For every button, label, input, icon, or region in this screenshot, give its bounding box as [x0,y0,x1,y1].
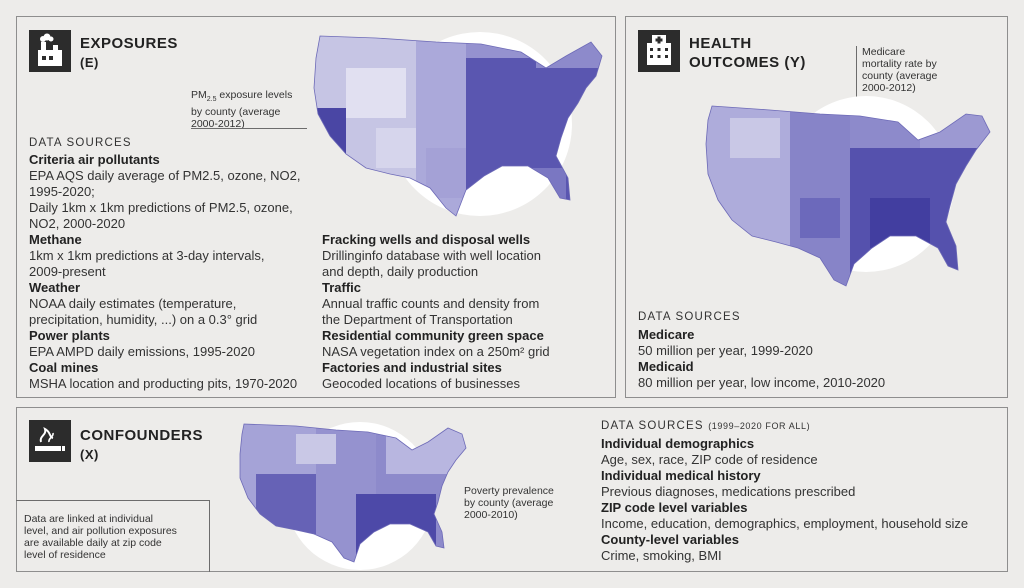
source-detail: 2009-present [29,264,106,279]
source-detail: 1km x 1km predictions at 3-day intervals… [29,248,265,263]
source-detail: the Department of Transportation [322,312,513,327]
source-detail: Income, education, demographics, employm… [601,516,969,531]
source-detail: Annual traffic counts and density from [322,296,540,311]
pm25-exposure-map [313,32,603,217]
source-detail: precipitation, humidity, ...) on a 0.3° … [29,312,258,327]
health-outcomes-title-line2: OUTCOMES (Y) [689,54,806,71]
source-category: ZIP code level variables [601,500,748,515]
data-linkage-note: Data are linked at individual level, and… [24,513,177,561]
poverty-prevalence-map [239,422,467,570]
exposure-caption-rule [191,128,307,129]
medicare-mortality-map [705,96,991,287]
source-detail: NO2, 2000-2020 [29,216,126,231]
source-detail: Age, sex, race, ZIP code of residence [601,452,818,467]
source-detail: NASA vegetation index on a 250m² grid [322,344,550,359]
source-category: Factories and industrial sites [322,360,502,375]
health-outcomes-sources: Medicare 50 million per year, 1999-2020 Me… [638,327,998,391]
source-category: Medicare [638,327,695,342]
source-detail: Geocoded locations of businesses [322,376,521,391]
source-detail: and depth, daily production [322,264,479,279]
confounders-title: CONFOUNDERS [80,427,204,444]
confounders-data-sources-label: DATA SOURCES (1999–2020 FOR ALL) [601,420,811,432]
source-category: Individual demographics [601,436,755,451]
exposures-data-sources-label: DATA SOURCES [29,137,132,149]
source-category: Traffic [322,280,362,295]
source-detail: MSHA location and producting pits, 1970-… [29,376,298,391]
note-rule-side [209,500,210,572]
exposure-map-caption: PM2.5 exposure levels by county (average… [191,89,293,131]
exposures-subtitle: (E) [80,55,99,70]
source-category: Medicaid [638,359,694,374]
source-detail: Daily 1km x 1km predictions of PM2.5, oz… [29,200,293,215]
confounders-sources: Individual demographics Age, sex, race, Z… [601,436,1001,564]
source-detail: Previous diagnoses, medications prescrib… [601,484,856,499]
source-detail: EPA AMPD daily emissions, 1995-2020 [29,344,255,359]
source-category: Weather [29,280,81,295]
source-category: Criteria air pollutants [29,152,160,167]
mortality-map-caption: Medicare mortality rate by county (avera… [862,46,938,94]
health-outcomes-panel [625,16,1008,398]
exposures-sources-right: Fracking wells and disposal wells Drillin… [322,232,612,392]
source-category: Individual medical history [601,468,761,483]
source-detail: 1995-2020; [29,184,95,199]
factory-icon [29,30,71,72]
exposures-title: EXPOSURES [80,35,178,52]
mortality-county-shading [706,106,990,286]
health-outcomes-heading: HEALTH OUTCOMES (Y) [689,34,806,72]
confounders-subtitle: (X) [80,447,99,462]
poverty-map-caption: Poverty prevalence by county (average 20… [464,485,554,521]
source-detail: NOAA daily estimates (temperature, [29,296,237,311]
source-detail: Crime, smoking, BMI [601,548,722,563]
note-rule-top [16,500,210,501]
confounders-heading: CONFOUNDERS (X) [80,426,203,464]
source-detail: Drillinginfo database with well location [322,248,541,263]
source-detail: 50 million per year, 1999-2020 [638,343,813,358]
hospital-icon [638,30,680,72]
exposures-heading: EXPOSURES (E) [80,34,178,72]
confounders-panel [16,407,1008,572]
source-category: Power plants [29,328,110,343]
health-outcomes-title-line1: HEALTH [689,35,752,52]
source-category: Residential community green space [322,328,544,343]
health-outcomes-data-sources-label: DATA SOURCES [638,311,741,323]
smoking-icon [29,420,71,462]
exposures-panel [16,16,616,398]
mortality-caption-rule [856,46,857,118]
source-detail: 80 million per year, low income, 2010-20… [638,375,886,390]
source-category: Fracking wells and disposal wells [322,232,531,247]
exposures-sources-left: Criteria air pollutants EPA AQS daily ave… [29,152,319,392]
source-category: Coal mines [29,360,99,375]
source-detail: EPA AQS daily average of PM2.5, ozone, N… [29,168,301,183]
source-category: Methane [29,232,82,247]
source-category: County-level variables [601,532,739,547]
